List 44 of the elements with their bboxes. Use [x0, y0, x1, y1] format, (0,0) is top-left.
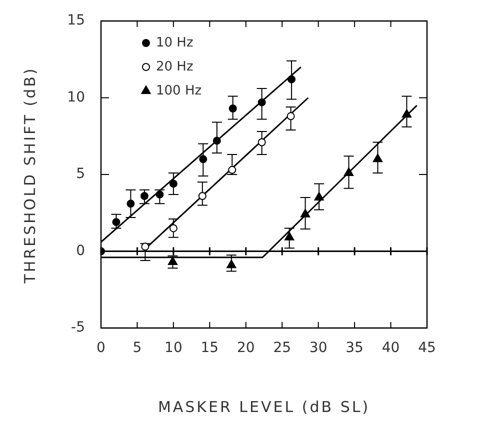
x-tick-label: 10: [164, 340, 182, 356]
point: [288, 75, 296, 84]
x-tick-label: 25: [273, 340, 292, 356]
y-tick-label: 0: [76, 242, 85, 259]
point: [156, 190, 164, 198]
y-tick-label: 10: [67, 89, 85, 106]
legend-label: 20 Hz: [156, 59, 194, 74]
point: [140, 192, 148, 200]
x-tick-label: 5: [132, 340, 142, 356]
point: [300, 208, 310, 218]
y-tick-label: -5: [71, 320, 85, 336]
point: [141, 242, 150, 251]
point: [169, 224, 178, 232]
point: [258, 138, 266, 146]
point: [258, 98, 266, 106]
x-tick-label: 35: [346, 340, 364, 356]
legend-label: 10 Hz: [156, 35, 194, 50]
x-tick-label: 15: [200, 340, 219, 356]
point: [228, 166, 236, 174]
point: [228, 104, 237, 112]
point: [199, 155, 208, 164]
x-tick-label: 40: [382, 340, 400, 356]
x-tick-label: 30: [309, 340, 328, 356]
y-tick-label: 15: [67, 12, 85, 29]
point: [169, 180, 178, 188]
point: [126, 200, 135, 208]
point: [344, 167, 354, 176]
x-tick-label: 45: [418, 340, 436, 356]
point: [226, 260, 236, 268]
point: [402, 109, 412, 118]
x-axis-title: MASKER LEVEL (dB SL): [156, 398, 372, 416]
y-axis-title: THRESHOLD SHIFT (dB): [21, 66, 39, 284]
point: [212, 136, 221, 145]
point: [198, 192, 206, 200]
y-tick-label: 5: [76, 166, 85, 182]
x-tick-label: 20: [236, 340, 255, 356]
point: [284, 232, 294, 240]
point: [372, 154, 383, 162]
x-tick-label: 0: [96, 340, 106, 356]
point: [286, 112, 295, 120]
point: [314, 192, 324, 201]
point: [112, 218, 120, 226]
legend-label: 100 Hz: [156, 83, 202, 98]
point: [168, 256, 178, 265]
